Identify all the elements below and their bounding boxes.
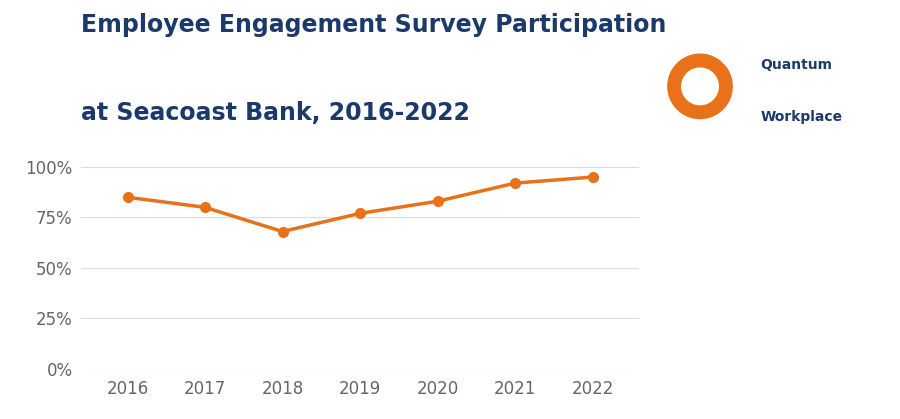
Text: Workplace: Workplace [760,110,842,124]
Text: at Seacoast Bank, 2016-2022: at Seacoast Bank, 2016-2022 [81,101,470,124]
Text: Quantum: Quantum [760,58,832,72]
Text: Employee Engagement Survey Participation: Employee Engagement Survey Participation [81,13,666,36]
